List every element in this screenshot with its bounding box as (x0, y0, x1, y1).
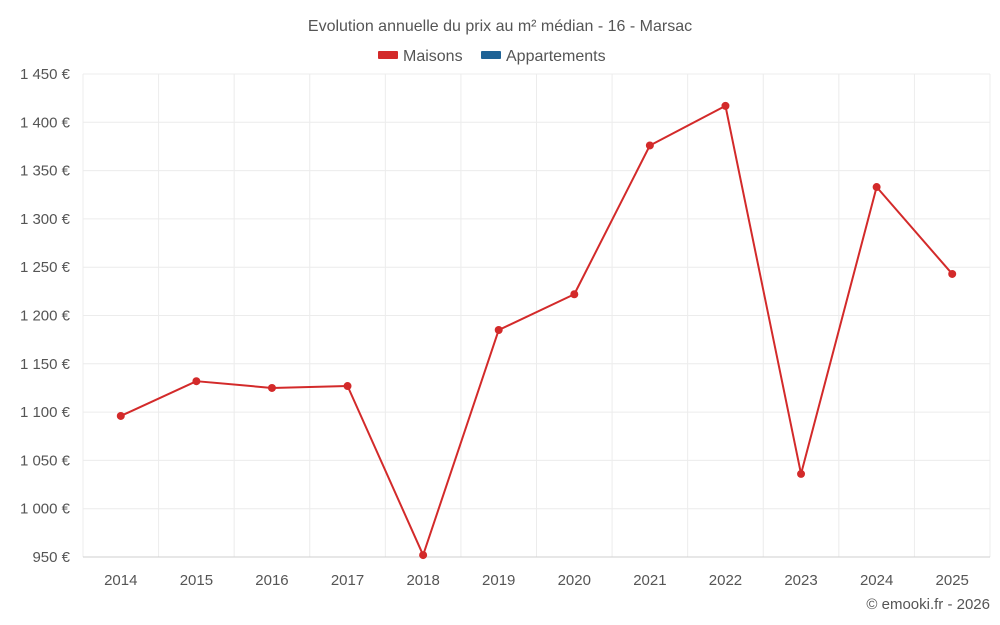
y-tick-label: 1 000 € (20, 501, 71, 518)
data-point-2024[interactable] (872, 183, 881, 192)
y-tick-label: 950 € (32, 549, 70, 566)
data-point-2015[interactable] (192, 377, 201, 386)
data-point-2025[interactable] (948, 269, 957, 278)
legend-label-appartements: Appartements (506, 48, 606, 65)
x-tick-label: 2014 (104, 572, 137, 589)
x-tick-label: 2019 (482, 572, 515, 589)
x-tick-label: 2015 (180, 572, 213, 589)
data-point-2014[interactable] (116, 411, 125, 420)
y-tick-label: 1 300 € (20, 211, 71, 228)
legend-label-maisons: Maisons (403, 48, 463, 65)
legend-item-maisons[interactable]: Maisons (378, 48, 463, 65)
data-point-2018[interactable] (419, 551, 428, 560)
x-tick-label: 2024 (860, 572, 893, 589)
data-point-2021[interactable] (645, 141, 654, 150)
x-tick-label: 2022 (709, 572, 742, 589)
axes: 950 € 1 000 € 1 050 € 1 100 € 1 150 € 1 200 €… (20, 66, 990, 589)
x-tick-label: 2023 (784, 572, 817, 589)
data-point-2016[interactable] (267, 383, 276, 392)
legend-item-appartements[interactable]: Appartements (481, 48, 606, 65)
x-tick-label: 2018 (406, 572, 439, 589)
data-point-2020[interactable] (570, 290, 579, 299)
y-tick-label: 1 250 € (20, 259, 71, 276)
legend-swatch-appartements (481, 51, 501, 59)
grid (82, 73, 991, 557)
legend-swatch-maisons (378, 51, 398, 59)
data-point-2017[interactable] (343, 382, 352, 391)
y-tick-label: 1 050 € (20, 452, 71, 469)
x-tick-label: 2016 (255, 572, 288, 589)
series-maisons (116, 101, 957, 560)
y-tick-label: 1 200 € (20, 308, 71, 325)
y-tick-label: 1 150 € (20, 356, 71, 373)
data-point-2019[interactable] (494, 325, 503, 334)
legend: Maisons Appartements (378, 48, 606, 65)
y-tick-label: 1 450 € (20, 66, 71, 83)
y-tick-label: 1 400 € (20, 114, 71, 131)
series-line (120, 104, 953, 557)
x-tick-label: 2021 (633, 572, 666, 589)
x-tick-label: 2017 (331, 572, 364, 589)
data-point-2022[interactable] (721, 101, 730, 110)
credit: © emooki.fr - 2026 (866, 596, 990, 613)
x-tick-label: 2020 (558, 572, 591, 589)
y-tick-label: 1 100 € (20, 404, 71, 421)
chart-title: Evolution annuelle du prix au m² médian … (308, 18, 692, 35)
y-tick-label: 1 350 € (20, 163, 71, 180)
data-point-2023[interactable] (797, 469, 806, 478)
x-tick-label: 2025 (936, 572, 969, 589)
